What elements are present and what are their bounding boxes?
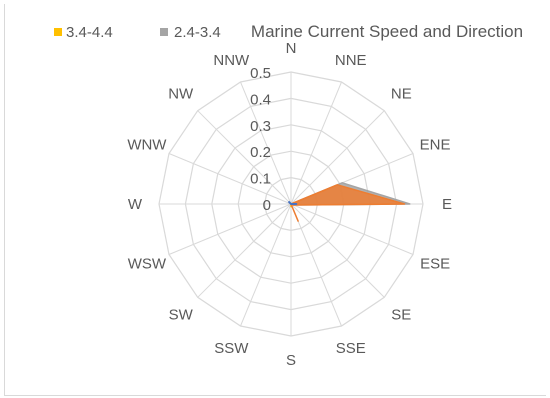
legend-item-3.4-4.4[interactable]: 3.4-4.4 bbox=[54, 24, 113, 41]
legend: 3.4-4.4 2.4-3.4 bbox=[54, 24, 221, 41]
radial-tick-label: 0 bbox=[263, 197, 271, 214]
legend-label-2.4-3.4: 2.4-3.4 bbox=[174, 24, 221, 41]
direction-label-SSW: SSW bbox=[214, 340, 249, 357]
direction-label-WSW: WSW bbox=[128, 256, 167, 273]
series-area-series-3[interactable] bbox=[290, 184, 406, 222]
direction-label-SE: SE bbox=[391, 306, 411, 323]
direction-label-NE: NE bbox=[391, 86, 412, 103]
direction-label-NNE: NNE bbox=[335, 52, 367, 69]
spoke-NNW bbox=[240, 81, 292, 205]
legend-label-3.4-4.4: 3.4-4.4 bbox=[66, 24, 113, 41]
spoke-NE bbox=[290, 110, 385, 205]
chart-title: Marine Current Speed and Direction bbox=[251, 22, 523, 41]
legend-swatch-2.4-3.4 bbox=[160, 28, 168, 36]
spoke-SW bbox=[197, 203, 292, 298]
direction-label-SSE: SSE bbox=[336, 340, 366, 357]
direction-label-SW: SW bbox=[169, 306, 194, 323]
spoke-WSW bbox=[168, 203, 292, 255]
radial-tick-label: 0.4 bbox=[250, 91, 271, 108]
direction-labels: N NNE NE ENE E ESE SE SSE S SSW SW WSW W WNW NW NNW bbox=[127, 40, 452, 369]
frame-border-left bbox=[4, 4, 5, 396]
spoke-SSW bbox=[240, 203, 292, 327]
direction-label-WNW: WNW bbox=[127, 136, 167, 153]
spoke-WNW bbox=[168, 153, 292, 205]
direction-label-ENE: ENE bbox=[420, 136, 451, 153]
spoke-ESE bbox=[290, 203, 414, 255]
legend-item-2.4-3.4[interactable]: 2.4-3.4 bbox=[160, 24, 221, 41]
direction-label-E: E bbox=[442, 196, 452, 213]
spoke-SSE bbox=[290, 203, 342, 327]
spoke-NW bbox=[197, 110, 292, 205]
radial-tick-label: 0.2 bbox=[250, 144, 271, 161]
radial-tick-label: 0.3 bbox=[250, 118, 271, 135]
radial-tick-label: 0.1 bbox=[250, 171, 271, 188]
spoke-SE bbox=[290, 203, 385, 298]
legend-swatch-3.4-4.4 bbox=[54, 28, 62, 36]
direction-label-ESE: ESE bbox=[420, 256, 450, 273]
direction-label-N: N bbox=[286, 40, 297, 57]
direction-label-S: S bbox=[286, 352, 296, 369]
chart-frame bbox=[4, 4, 546, 396]
spoke-NNE bbox=[290, 81, 342, 205]
frame-border-bottom bbox=[4, 395, 546, 396]
series-area-series-4[interactable] bbox=[288, 201, 298, 205]
radial-tick-label: 0.5 bbox=[250, 65, 271, 82]
direction-label-W: W bbox=[128, 196, 143, 213]
radar-series bbox=[288, 182, 411, 222]
direction-label-NW: NW bbox=[168, 86, 194, 103]
direction-label-NNW: NNW bbox=[213, 52, 250, 69]
radial-tick-labels: 0 0.1 0.2 0.3 0.4 0.5 bbox=[250, 65, 271, 214]
